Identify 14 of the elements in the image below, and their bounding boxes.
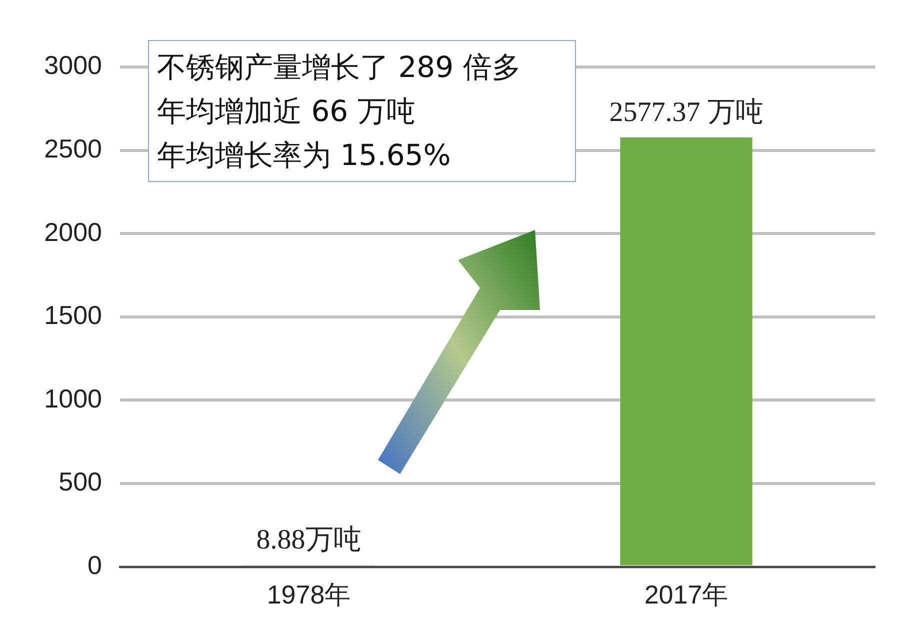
x-tick-label: 2017年 — [644, 580, 728, 610]
annotation: 年均增长率为 15.65% — [157, 137, 452, 174]
annotation: 年均增加近 66 万吨 — [157, 93, 416, 130]
y-tick-label: 2500 — [44, 133, 102, 164]
x-tick-label: 1978年 — [266, 580, 351, 610]
y-tick-label: 1000 — [44, 383, 102, 414]
y-tick-label: 0 — [88, 550, 102, 580]
y-tick-label: 1500 — [44, 300, 102, 330]
data-label: 8.88万吨 — [256, 524, 362, 556]
y-tick-label: 2000 — [44, 216, 102, 247]
y-tick-label: 3000 — [44, 50, 102, 80]
y-tick-label: 500 — [58, 466, 102, 497]
annotation: 不锈钢产量增长了 289 倍多 — [157, 49, 522, 86]
data-label: 2577.37 万吨 — [609, 96, 764, 128]
